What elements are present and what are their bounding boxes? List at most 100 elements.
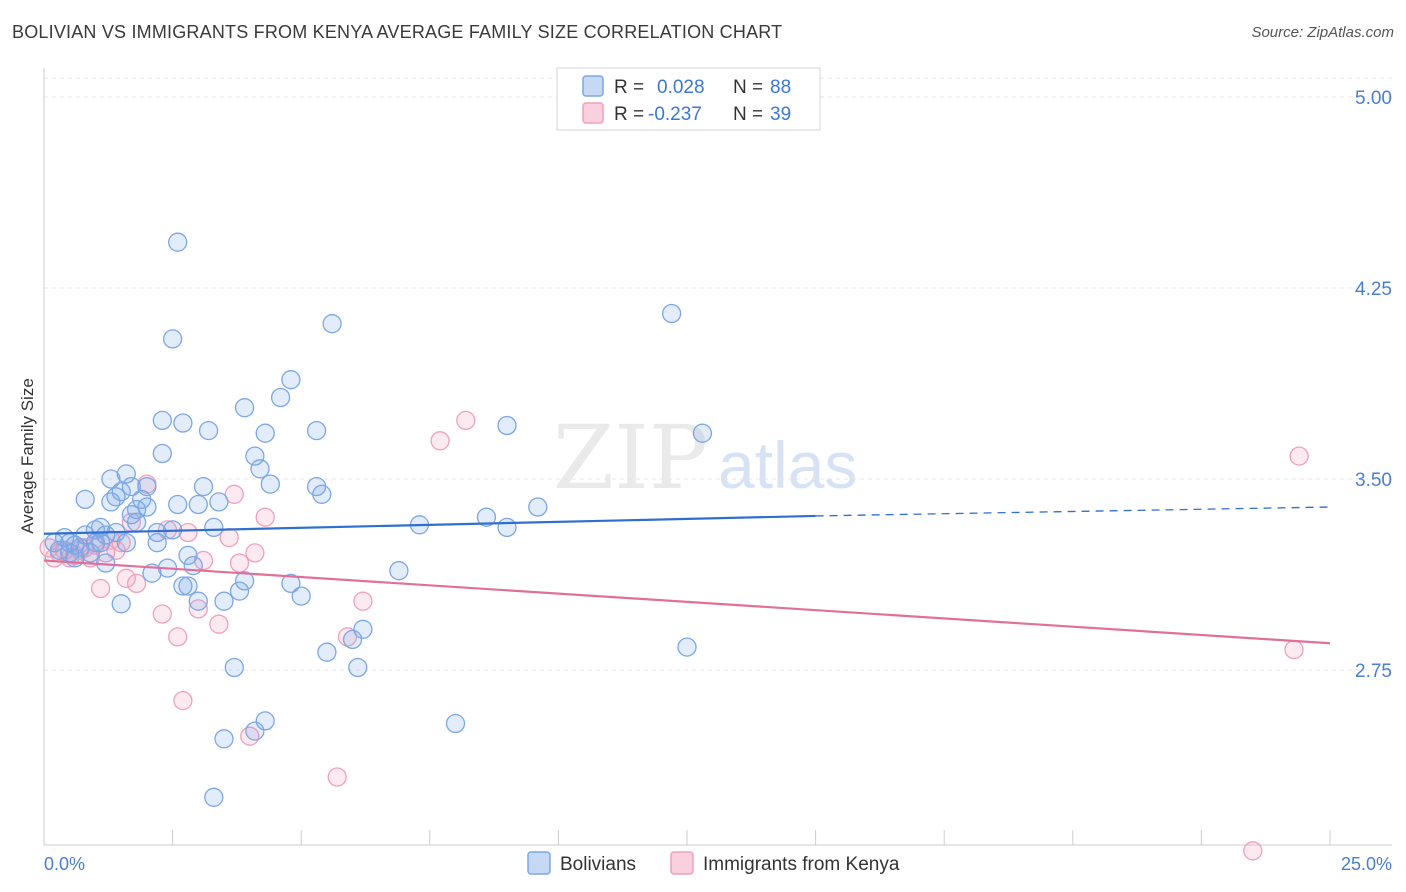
bottom-legend-label-kenya: Immigrants from Kenya <box>703 854 900 875</box>
y-tick-label: 4.25 <box>1355 279 1392 300</box>
y-tick-label: 3.50 <box>1355 470 1392 491</box>
point-bolivian <box>353 619 373 639</box>
point-bolivian <box>116 533 136 553</box>
point-bolivian <box>260 474 280 494</box>
point-bolivian <box>306 420 327 441</box>
series-legend: Bolivians Immigrants from Kenya <box>527 851 900 875</box>
point-kenya <box>229 553 250 573</box>
point-bolivian <box>80 543 100 563</box>
point-bolivian <box>111 594 131 614</box>
point-bolivian <box>224 657 244 678</box>
point-kenya <box>178 522 198 543</box>
y-tick-label: 5.00 <box>1355 88 1392 109</box>
point-kenya <box>327 767 347 787</box>
y-tick-label: 2.75 <box>1355 661 1392 682</box>
y-axis-label: Average Family Size <box>18 378 37 534</box>
point-bolivian <box>209 492 229 512</box>
point-kenya <box>337 627 358 647</box>
point-kenya <box>116 568 136 588</box>
point-kenya <box>1284 639 1304 660</box>
point-bolivian <box>178 576 198 596</box>
point-bolivian <box>162 329 183 349</box>
source-credit: Source: ZipAtlas.com <box>1251 24 1394 41</box>
point-bolivian <box>677 637 697 657</box>
point-bolivian <box>250 459 270 479</box>
point-bolivian <box>281 370 301 390</box>
point-bolivian <box>692 423 713 443</box>
trend-line-bolivians-extension <box>815 506 1331 517</box>
point-bolivian <box>121 476 142 497</box>
legend-n-label-1: N = <box>733 77 763 98</box>
point-bolivian <box>173 413 193 433</box>
legend-r-label-2: R = <box>614 104 644 125</box>
bottom-legend-label-bolivians: Bolivians <box>560 854 636 875</box>
trend-line-kenya <box>43 559 1331 645</box>
x-tick-marks <box>43 830 1331 845</box>
point-kenya <box>173 690 193 711</box>
legend-swatch-bolivians <box>582 75 604 97</box>
trend-lines <box>43 506 1331 645</box>
correlation-legend: R = 0.028 N = 88 R = -0.237 N = 39 <box>556 67 821 131</box>
point-kenya <box>224 484 244 504</box>
point-kenya <box>168 627 188 647</box>
point-bolivian <box>178 545 198 566</box>
point-kenya <box>353 591 373 611</box>
point-kenya <box>456 410 476 431</box>
legend-n-value-1: 88 <box>770 77 791 98</box>
x-tick-label-max: 25.0% <box>1341 854 1392 874</box>
point-kenya <box>430 431 450 451</box>
point-bolivian <box>168 232 188 252</box>
point-bolivian <box>214 591 234 611</box>
point-bolivian <box>255 423 275 443</box>
point-kenya <box>1289 446 1309 466</box>
point-kenya <box>90 578 111 599</box>
point-bolivian <box>121 505 142 525</box>
point-bolivian <box>101 469 121 489</box>
point-bolivian <box>229 581 250 601</box>
point-bolivian <box>188 591 208 611</box>
point-bolivian <box>255 711 275 731</box>
point-bolivian <box>70 538 90 558</box>
point-bolivian <box>173 576 193 596</box>
point-kenya <box>209 614 229 634</box>
y-tick-labels: 2.75 3.50 4.25 5.00 <box>1355 88 1392 682</box>
point-bolivian <box>342 629 363 650</box>
point-bolivian <box>152 410 172 431</box>
point-bolivian <box>188 494 208 515</box>
point-bolivian <box>152 443 172 464</box>
point-bolivian <box>116 464 136 484</box>
legend-n-label-2: N = <box>733 104 763 125</box>
point-bolivian <box>193 476 214 497</box>
point-kenya <box>245 543 265 563</box>
point-bolivian <box>147 522 167 543</box>
watermark: ZIP atlas <box>553 406 857 509</box>
watermark-zip: ZIP <box>553 406 708 509</box>
point-bolivian <box>183 555 203 576</box>
point-bolivian <box>528 497 548 517</box>
point-bolivian <box>661 303 682 324</box>
point-bolivian <box>214 729 234 749</box>
point-bolivian <box>445 713 466 734</box>
point-bolivian <box>198 420 219 441</box>
chart-title: BOLIVIAN VS IMMIGRANTS FROM KENYA AVERAG… <box>12 22 783 42</box>
point-bolivian <box>497 517 517 538</box>
point-bolivian <box>270 387 291 408</box>
point-kenya <box>1243 841 1263 861</box>
legend-r-value-1: 0.028 <box>657 77 705 98</box>
point-bolivian <box>317 642 337 662</box>
point-bolivian <box>245 721 265 741</box>
point-bolivian <box>245 446 265 466</box>
point-bolivian <box>389 561 409 581</box>
legend-n-value-2: 39 <box>770 104 791 125</box>
point-bolivian <box>90 533 111 553</box>
axes <box>43 68 1392 846</box>
point-bolivian <box>204 787 224 807</box>
point-kenya <box>219 527 239 548</box>
point-bolivian <box>137 476 157 497</box>
watermark-atlas: atlas <box>718 428 857 502</box>
point-kenya <box>255 507 275 527</box>
point-kenya <box>193 550 214 571</box>
point-kenya <box>152 604 172 624</box>
series-bolivians-points <box>44 232 713 807</box>
